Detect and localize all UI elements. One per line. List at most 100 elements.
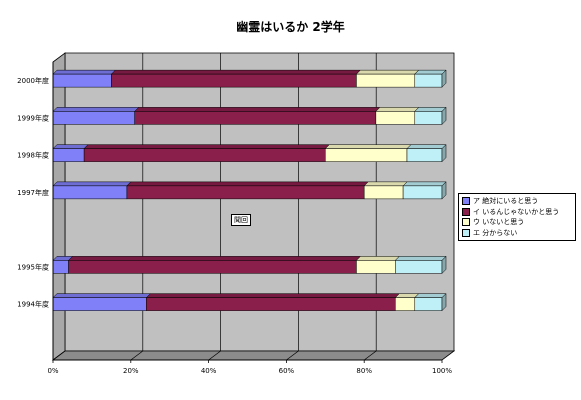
legend-swatch	[462, 197, 470, 206]
bar-segment-top	[134, 107, 381, 112]
bar-segment-front	[52, 185, 128, 200]
bar-segment-end	[441, 255, 447, 274]
bar-segment	[363, 181, 408, 200]
bar-segment	[394, 293, 420, 311]
bar-segment-front	[414, 297, 443, 311]
legend-swatch	[462, 218, 470, 227]
bar-segment-top	[406, 144, 447, 149]
bar-segment	[110, 69, 362, 88]
gridline-floor	[208, 350, 221, 361]
bar-segment-top	[52, 181, 132, 187]
legend-item: エ 分からない	[462, 228, 572, 239]
bar-segment	[414, 69, 447, 88]
bar-segment-top	[52, 107, 140, 112]
legend-swatch	[462, 228, 470, 237]
bar-segment-front	[395, 260, 443, 274]
gridline-floor	[363, 350, 377, 361]
bar-segment-end	[441, 293, 447, 312]
bar-segment-top	[355, 69, 420, 75]
bar-segment-top	[110, 69, 362, 75]
bar-segment-front	[52, 148, 85, 162]
chart-legend: ア 絶対にいると思うイ いるんじゃないかと思うウ いないと思うエ 分からない	[458, 193, 576, 241]
bar-segment	[414, 106, 447, 125]
bar-segment	[134, 107, 381, 125]
bar-segment-front	[126, 185, 365, 200]
bar-segment	[67, 256, 362, 274]
chart-title: 幽霊はいるか 2学年	[236, 20, 345, 34]
bar-segment-top	[414, 107, 447, 112]
bar-segment-front	[325, 148, 408, 162]
bar-segment	[52, 107, 140, 125]
y-tick-label: 1997年度	[17, 188, 49, 197]
bar-segment-top	[83, 144, 330, 149]
gridline-floor	[286, 350, 299, 361]
bar-segment-top	[52, 144, 89, 149]
y-tick-label: 1999年度	[17, 113, 49, 122]
bar-segment-top	[52, 293, 151, 298]
y-tick-label: 1998年度	[17, 151, 49, 160]
legend-swatch	[462, 207, 470, 216]
bar-segment-top	[126, 181, 369, 187]
gridline-floor	[130, 350, 144, 361]
bar-segment	[83, 144, 330, 162]
x-tick-label: 0%	[47, 367, 58, 375]
y-tick-label: 1994年度	[17, 300, 49, 309]
bar-segment-front	[414, 73, 443, 88]
bar-segment-front	[356, 73, 416, 88]
legend-item: ウ いないと思う	[462, 217, 572, 228]
bar-segment-front	[68, 260, 357, 274]
bar-segment	[145, 293, 400, 311]
bar-segment	[126, 181, 369, 200]
bar-segment-front	[146, 297, 396, 311]
legend-label: エ 分からない	[473, 228, 518, 237]
legend-item: イ いるんじゃないかと思う	[462, 207, 572, 218]
bar-segment-top	[67, 256, 362, 261]
bar-segment-front	[406, 148, 443, 162]
bar-segment-front	[52, 297, 147, 311]
bar-segment-front	[402, 185, 443, 200]
x-tick-label: 60%	[279, 367, 295, 375]
bar-segment	[406, 144, 447, 163]
bar-segment	[355, 69, 420, 88]
y-tick-label: 2000年度	[17, 76, 49, 85]
bar-segment-front	[363, 185, 404, 200]
bar-segment	[375, 107, 420, 125]
bar-segment-end	[441, 144, 447, 163]
legend-label: ア 絶対にいると思う	[473, 197, 539, 205]
bar-segment-top	[402, 181, 447, 187]
bar-segment-front	[356, 260, 396, 274]
plot-side-wall	[52, 52, 66, 361]
bar-segment-top	[52, 69, 116, 75]
x-tick-label: 40%	[201, 367, 217, 375]
y-tick-label: 1995年度	[17, 262, 49, 271]
bar-segment-top	[355, 256, 400, 261]
bar-segment-front	[111, 73, 357, 88]
legend-label: ウ いないと思う	[473, 218, 525, 226]
x-tick-label: 80%	[356, 367, 372, 375]
bar-segment	[414, 293, 447, 312]
bar-segment	[52, 293, 151, 311]
annotation-label: 聞回	[231, 214, 251, 226]
bar-segment-front	[134, 111, 377, 125]
bar-segment-top	[375, 107, 420, 112]
bar-segment-front	[52, 73, 112, 88]
bar-segment-end	[441, 181, 447, 200]
bar-segment	[394, 255, 447, 274]
bar-segment	[52, 69, 116, 88]
bar-segment-front	[395, 297, 416, 311]
legend-item: ア 絶対にいると思う	[462, 196, 572, 207]
bar-segment-top	[363, 181, 408, 187]
bar-segment-top	[414, 69, 447, 75]
bar-segment	[52, 144, 89, 162]
plot-floor	[51, 350, 456, 361]
x-tick-label: 20%	[123, 367, 139, 375]
bar-segment-top	[145, 293, 400, 298]
bar-segment-end	[441, 106, 447, 125]
bar-segment-front	[52, 260, 69, 274]
bar-segment	[355, 256, 400, 274]
bar-segment-end	[441, 69, 447, 88]
bar-segment	[52, 181, 132, 200]
bar-segment-top	[414, 293, 447, 298]
bar-segment	[402, 181, 447, 200]
bar-segment-front	[83, 148, 326, 162]
